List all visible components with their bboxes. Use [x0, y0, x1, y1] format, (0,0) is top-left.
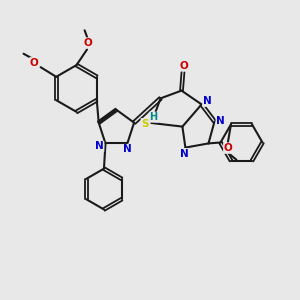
Text: N: N — [216, 116, 225, 126]
Text: O: O — [30, 58, 38, 68]
Text: N: N — [179, 148, 188, 159]
Text: N: N — [123, 144, 132, 154]
Text: O: O — [224, 143, 232, 153]
Text: O: O — [83, 38, 92, 48]
Text: N: N — [95, 141, 104, 152]
Text: O: O — [179, 61, 188, 71]
Text: S: S — [141, 118, 149, 129]
Text: N: N — [202, 96, 211, 106]
Text: H: H — [149, 112, 158, 122]
